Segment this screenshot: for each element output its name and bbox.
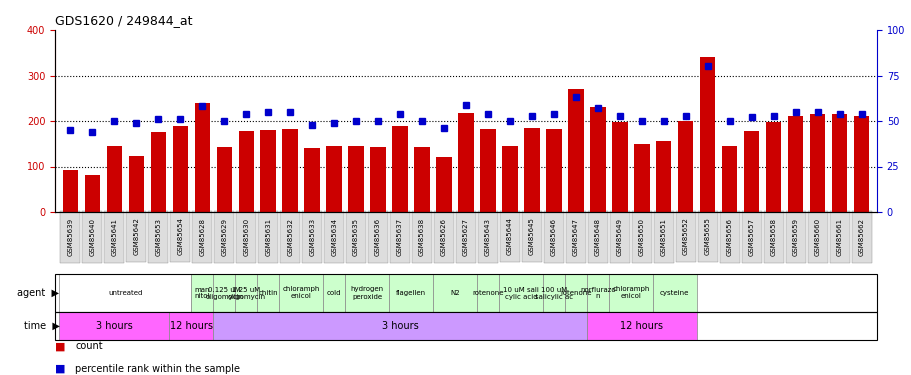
Bar bbox=[85, 175, 100, 212]
Bar bbox=[546, 129, 561, 212]
FancyBboxPatch shape bbox=[213, 312, 587, 340]
Text: N2: N2 bbox=[450, 290, 459, 296]
Bar bbox=[392, 126, 407, 212]
FancyBboxPatch shape bbox=[257, 274, 279, 312]
Bar bbox=[502, 146, 517, 212]
Bar bbox=[370, 147, 385, 212]
Text: 0.125 uM
oligomycin: 0.125 uM oligomycin bbox=[205, 286, 243, 300]
Text: GDS1620 / 249844_at: GDS1620 / 249844_at bbox=[55, 15, 192, 27]
Text: 100 uM
salicylic ac: 100 uM salicylic ac bbox=[534, 286, 572, 300]
Bar bbox=[765, 122, 781, 212]
Bar bbox=[831, 114, 846, 212]
Bar bbox=[787, 117, 803, 212]
Text: ■: ■ bbox=[55, 364, 66, 374]
Bar bbox=[809, 114, 824, 212]
Text: 1.25 uM
oligomycin: 1.25 uM oligomycin bbox=[227, 286, 265, 300]
Text: norflurazo
n: norflurazo n bbox=[579, 286, 615, 300]
FancyBboxPatch shape bbox=[191, 274, 213, 312]
Bar bbox=[326, 146, 342, 212]
FancyBboxPatch shape bbox=[498, 274, 542, 312]
Bar bbox=[348, 146, 363, 212]
FancyBboxPatch shape bbox=[609, 274, 652, 312]
Bar bbox=[63, 170, 78, 212]
Bar bbox=[128, 156, 144, 212]
FancyBboxPatch shape bbox=[279, 274, 322, 312]
Text: time  ▶: time ▶ bbox=[24, 321, 59, 331]
Text: flagellen: flagellen bbox=[395, 290, 425, 296]
FancyBboxPatch shape bbox=[213, 274, 235, 312]
FancyBboxPatch shape bbox=[59, 274, 191, 312]
Bar bbox=[261, 130, 276, 212]
Bar bbox=[480, 129, 495, 212]
Text: 3 hours: 3 hours bbox=[382, 321, 418, 331]
Bar bbox=[107, 146, 122, 212]
Text: chitin: chitin bbox=[258, 290, 278, 296]
Text: man
nitol: man nitol bbox=[194, 286, 210, 300]
Text: chloramph
enicol: chloramph enicol bbox=[611, 286, 649, 300]
FancyBboxPatch shape bbox=[235, 274, 257, 312]
Text: cold: cold bbox=[326, 290, 341, 296]
Bar bbox=[743, 131, 759, 212]
Bar bbox=[633, 144, 649, 212]
FancyBboxPatch shape bbox=[542, 274, 564, 312]
Bar bbox=[589, 107, 605, 212]
FancyBboxPatch shape bbox=[169, 312, 213, 340]
Text: count: count bbox=[75, 341, 103, 351]
FancyBboxPatch shape bbox=[59, 312, 169, 340]
Text: ■: ■ bbox=[55, 341, 66, 351]
FancyBboxPatch shape bbox=[344, 274, 389, 312]
Bar bbox=[568, 89, 583, 212]
Text: 12 hours: 12 hours bbox=[169, 321, 212, 331]
Bar bbox=[700, 57, 714, 212]
Bar bbox=[655, 141, 670, 212]
Bar bbox=[414, 147, 429, 212]
Text: 3 hours: 3 hours bbox=[96, 321, 133, 331]
Text: chloramph
enicol: chloramph enicol bbox=[282, 286, 320, 300]
Bar bbox=[458, 113, 473, 212]
Bar bbox=[722, 146, 737, 212]
Bar bbox=[304, 148, 320, 212]
Text: percentile rank within the sample: percentile rank within the sample bbox=[75, 364, 240, 374]
FancyBboxPatch shape bbox=[322, 274, 344, 312]
Bar bbox=[194, 103, 210, 212]
Bar bbox=[853, 117, 868, 212]
FancyBboxPatch shape bbox=[389, 274, 433, 312]
Text: hydrogen
peroxide: hydrogen peroxide bbox=[350, 286, 384, 300]
Text: untreated: untreated bbox=[108, 290, 142, 296]
FancyBboxPatch shape bbox=[433, 274, 476, 312]
Bar bbox=[216, 147, 231, 212]
FancyBboxPatch shape bbox=[587, 274, 609, 312]
Bar bbox=[282, 129, 298, 212]
Text: agent  ▶: agent ▶ bbox=[17, 288, 59, 298]
Bar bbox=[611, 122, 627, 212]
FancyBboxPatch shape bbox=[564, 274, 587, 312]
Bar bbox=[239, 131, 253, 212]
Text: 10 uM sali
cylic acid: 10 uM sali cylic acid bbox=[503, 286, 538, 300]
Bar bbox=[524, 128, 539, 212]
Text: rotenone: rotenone bbox=[559, 290, 591, 296]
Bar bbox=[172, 126, 188, 212]
Text: rotenone: rotenone bbox=[472, 290, 503, 296]
Text: 12 hours: 12 hours bbox=[619, 321, 662, 331]
Bar bbox=[435, 158, 451, 212]
Text: cysteine: cysteine bbox=[660, 290, 689, 296]
FancyBboxPatch shape bbox=[476, 274, 498, 312]
Bar bbox=[678, 121, 692, 212]
Bar bbox=[150, 132, 166, 212]
FancyBboxPatch shape bbox=[587, 312, 696, 340]
FancyBboxPatch shape bbox=[652, 274, 696, 312]
